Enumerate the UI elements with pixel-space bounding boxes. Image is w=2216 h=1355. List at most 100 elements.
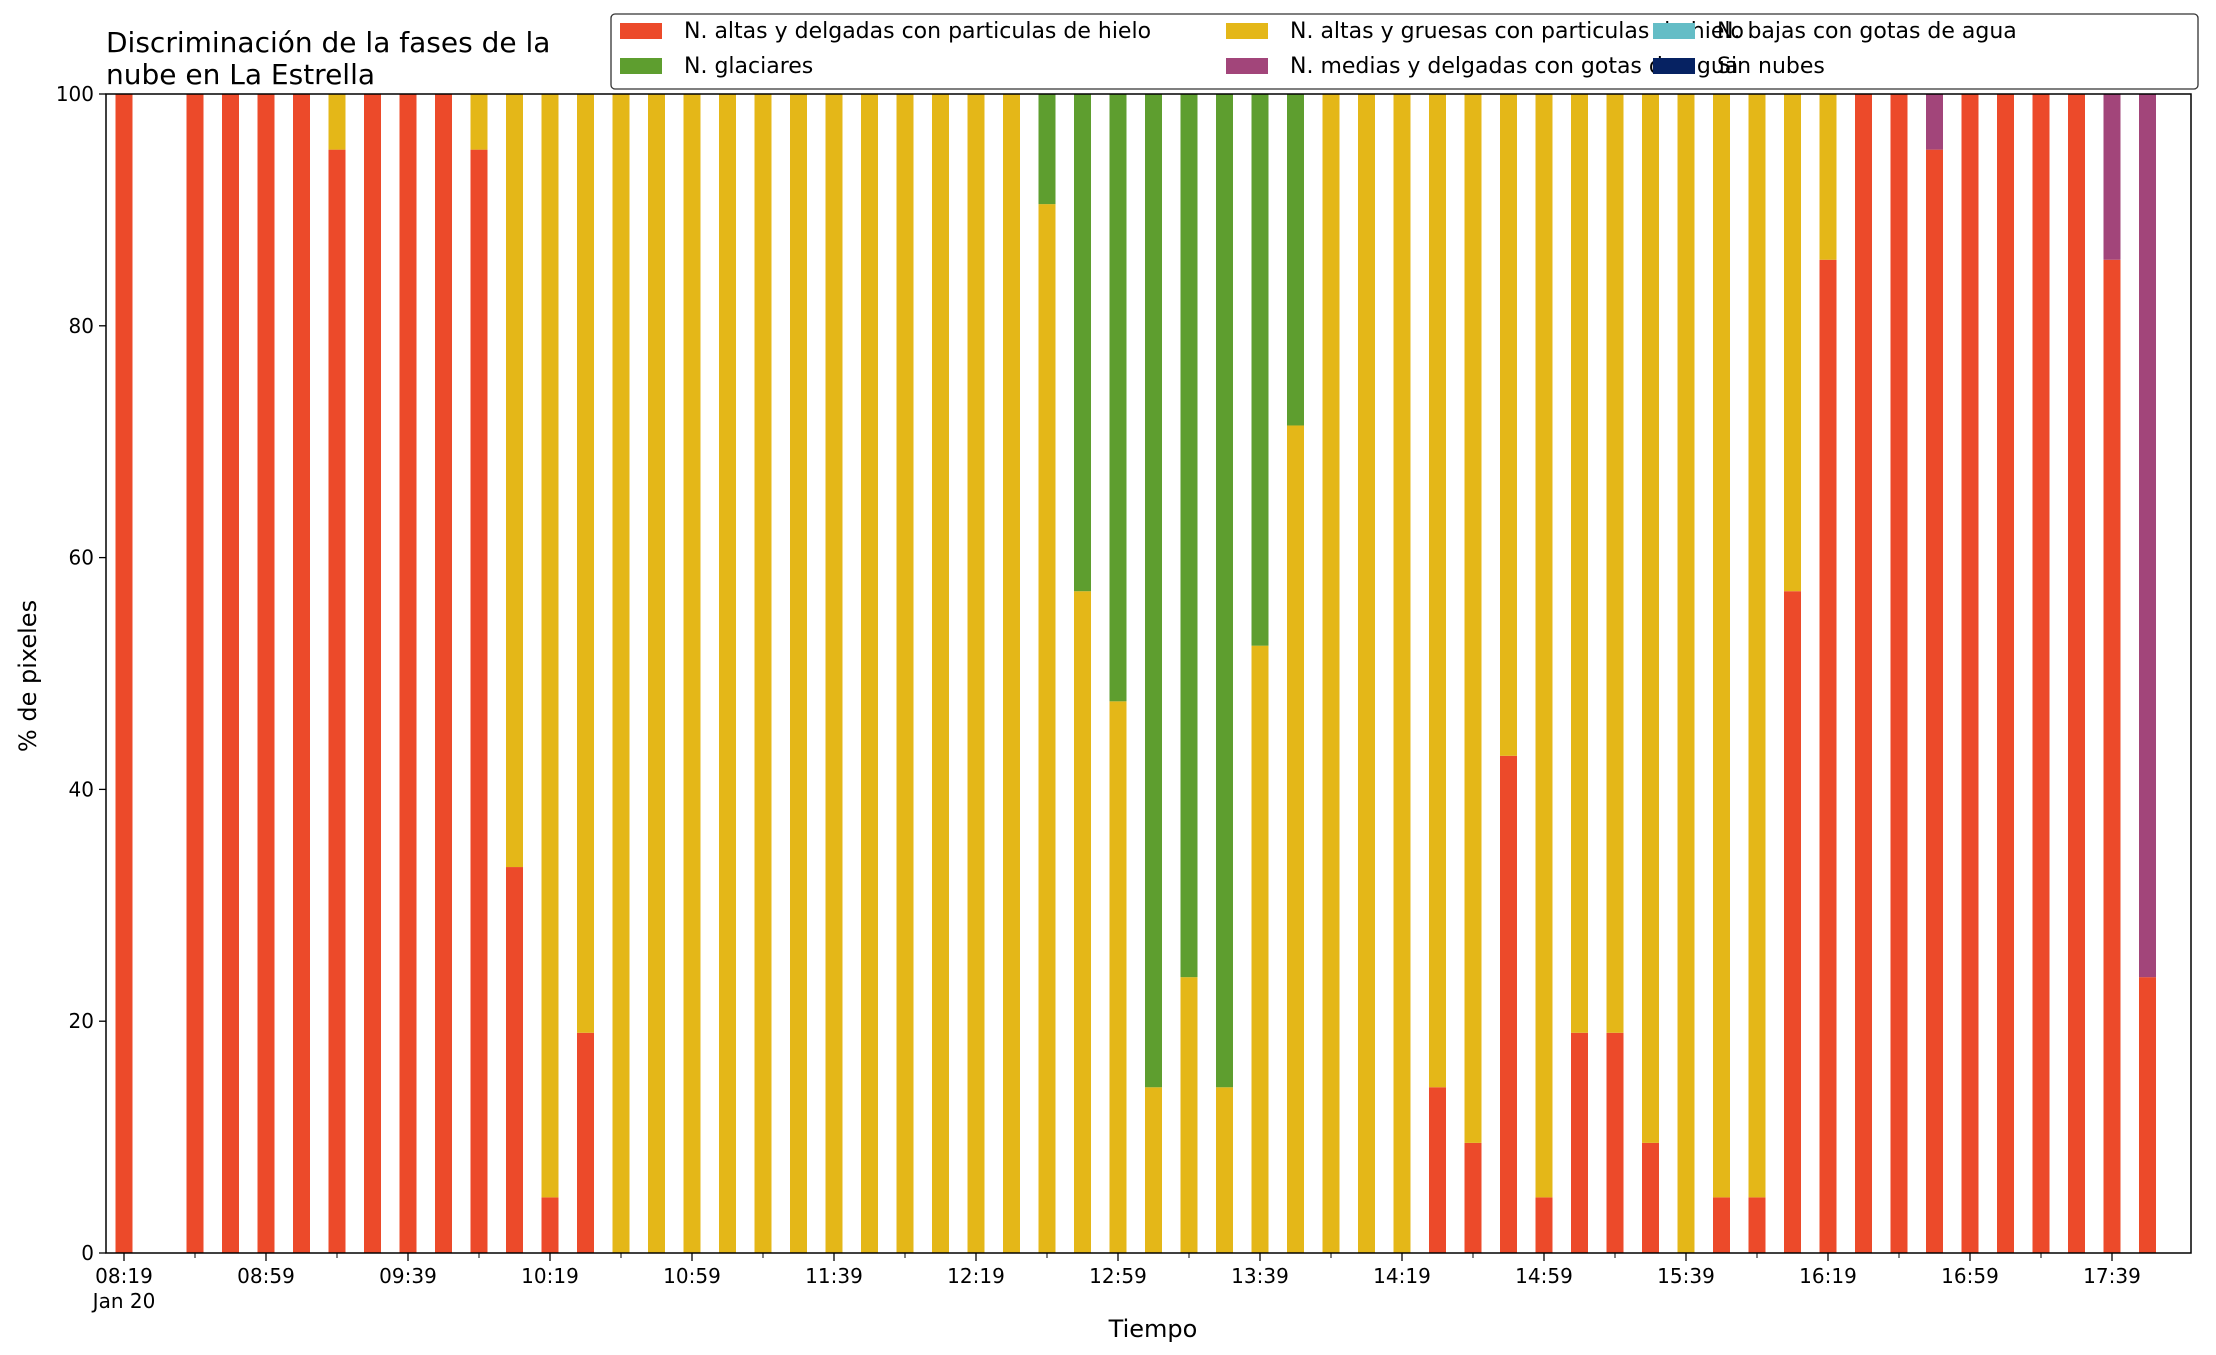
bar-segment-s3-31 bbox=[1216, 94, 1233, 1088]
bar-segment-s1-38 bbox=[1464, 94, 1482, 1143]
bar-segment-s0-13 bbox=[577, 1032, 594, 1253]
x-tick-label-13: 16:59 bbox=[1941, 1264, 1999, 1288]
bar-segment-s3-26 bbox=[1038, 94, 1056, 205]
x-tick-label-0: 08:19 bbox=[95, 1264, 153, 1288]
bar-segment-s1-28 bbox=[1109, 701, 1127, 1253]
bar-segment-s1-35 bbox=[1358, 94, 1375, 1253]
x-tick-label-7: 12:59 bbox=[1089, 1264, 1147, 1288]
x-axis-label: Tiempo bbox=[1108, 1315, 1198, 1343]
x-tick-label-3: 10:19 bbox=[521, 1264, 579, 1288]
legend-swatch-3 bbox=[620, 58, 662, 74]
legend-swatch-2 bbox=[1653, 23, 1695, 39]
x-tick-label-5: 11:39 bbox=[805, 1264, 863, 1288]
bar-segment-s0-41 bbox=[1571, 1032, 1588, 1253]
x-tick-label-10: 14:59 bbox=[1515, 1264, 1573, 1288]
bar-segment-s1-36 bbox=[1393, 94, 1411, 1253]
bar-segment-s1-29 bbox=[1145, 1087, 1162, 1253]
bar-segment-s1-13 bbox=[577, 94, 594, 1033]
bar-segment-s1-39 bbox=[1500, 94, 1517, 756]
bar-segment-s1-24 bbox=[967, 94, 985, 1253]
bar-segment-s1-20 bbox=[825, 94, 843, 1253]
legend-swatch-5 bbox=[1653, 58, 1695, 74]
bar-segment-s1-15 bbox=[648, 94, 665, 1253]
legend-label-2: N. bajas con gotas de agua bbox=[1717, 19, 2017, 44]
x-tick-label-6: 12:19 bbox=[947, 1264, 1005, 1288]
bar-segment-s0-10 bbox=[470, 149, 488, 1253]
bar-segment-s1-18 bbox=[754, 94, 772, 1253]
bar-segment-s4-57 bbox=[2139, 94, 2156, 978]
legend-label-5: Sin nubes bbox=[1717, 54, 1825, 79]
bar-segment-s3-32 bbox=[1251, 94, 1269, 646]
bar-segment-s3-27 bbox=[1074, 94, 1091, 592]
bar-segment-s1-27 bbox=[1074, 591, 1091, 1253]
bar-segment-s1-33 bbox=[1287, 425, 1304, 1254]
chart-title-line-2: nube en La Estrella bbox=[106, 58, 375, 91]
legend-box bbox=[610, 13, 2199, 90]
bar-segment-s1-10 bbox=[470, 94, 488, 150]
bar-segment-s1-22 bbox=[896, 94, 914, 1253]
legend-label-3: N. glaciares bbox=[684, 54, 813, 79]
bar-segment-s1-16 bbox=[683, 94, 701, 1253]
bar-segment-s3-33 bbox=[1287, 94, 1304, 426]
bar-segment-s0-43 bbox=[1642, 1142, 1659, 1253]
bar-segment-s0-42 bbox=[1606, 1032, 1624, 1253]
bar-segment-s1-43 bbox=[1642, 94, 1659, 1143]
bar-segment-s1-23 bbox=[932, 94, 949, 1253]
bar-segment-s0-56 bbox=[2103, 259, 2121, 1253]
bar-segment-s0-57 bbox=[2139, 977, 2156, 1253]
bar-segment-s1-41 bbox=[1571, 94, 1588, 1033]
bar-segment-s0-6 bbox=[328, 149, 346, 1253]
bar-segment-s0-46 bbox=[1748, 1197, 1766, 1253]
x-tick-label-8: 13:39 bbox=[1231, 1264, 1289, 1288]
bar-segment-s3-30 bbox=[1180, 94, 1198, 978]
plot-frame bbox=[105, 93, 2192, 1254]
bars-group bbox=[115, 94, 2156, 1254]
bar-segment-s1-48 bbox=[1819, 94, 1837, 260]
bar-segment-s1-25 bbox=[1003, 94, 1020, 1253]
bar-segment-s0-50 bbox=[1890, 94, 1908, 1253]
bar-segment-s1-34 bbox=[1322, 94, 1340, 1253]
x-tick-label-14: 17:39 bbox=[2083, 1264, 2141, 1288]
x-tick-sublabel: Jan 20 bbox=[91, 1289, 156, 1313]
bar-segment-s0-48 bbox=[1819, 259, 1837, 1253]
bar-segment-s1-32 bbox=[1251, 645, 1269, 1253]
bar-segment-s0-51 bbox=[1926, 149, 1943, 1253]
bar-segment-s0-40 bbox=[1535, 1197, 1553, 1253]
bar-segment-s0-47 bbox=[1784, 591, 1801, 1253]
axes-group: 0 20 40 60 80 100 08:19 08:59 09:39 10:19 10:59 11:… bbox=[56, 82, 2192, 1313]
bar-segment-s0-54 bbox=[2032, 94, 2050, 1253]
bar-segment-s1-37 bbox=[1429, 94, 1446, 1088]
bar-segment-s1-14 bbox=[612, 94, 630, 1253]
bar-segment-s1-31 bbox=[1216, 1087, 1233, 1253]
bar-segment-s3-28 bbox=[1109, 94, 1127, 702]
legend: N. altas y delgadas con particulas de hi… bbox=[610, 13, 2199, 90]
bar-segment-s4-56 bbox=[2103, 94, 2121, 260]
bar-segment-s1-44 bbox=[1677, 94, 1695, 1253]
x-tick-label-11: 15:39 bbox=[1657, 1264, 1715, 1288]
bar-segment-s0-49 bbox=[1855, 94, 1872, 1253]
bar-segment-s1-42 bbox=[1606, 94, 1624, 1033]
y-tick-label-0: 0 bbox=[81, 1241, 94, 1265]
bar-segment-s1-47 bbox=[1784, 94, 1801, 592]
bar-segment-s0-11 bbox=[506, 867, 523, 1253]
bar-segment-s0-8 bbox=[399, 94, 417, 1253]
legend-swatch-4 bbox=[1226, 58, 1268, 74]
bar-segment-s1-6 bbox=[328, 94, 346, 150]
bar-segment-s0-0 bbox=[115, 94, 133, 1253]
bar-segment-s0-3 bbox=[222, 94, 239, 1253]
x-tick-label-2: 09:39 bbox=[379, 1264, 437, 1288]
bar-segment-s4-51 bbox=[1926, 94, 1943, 150]
y-tick-label-1: 20 bbox=[69, 1009, 94, 1033]
bar-segment-s0-37 bbox=[1429, 1087, 1446, 1253]
bar-segment-s0-7 bbox=[364, 94, 381, 1253]
bar-segment-s1-19 bbox=[790, 94, 807, 1253]
bar-segment-s1-30 bbox=[1180, 977, 1198, 1253]
bar-segment-s1-11 bbox=[506, 94, 523, 868]
legend-label-0: N. altas y delgadas con particulas de hi… bbox=[684, 19, 1151, 44]
bar-segment-s0-52 bbox=[1961, 94, 1979, 1253]
bar-segment-s0-4 bbox=[257, 94, 275, 1253]
bar-segment-s0-39 bbox=[1500, 755, 1517, 1253]
x-tick-label-1: 08:59 bbox=[237, 1264, 295, 1288]
y-axis-label: % de pixeles bbox=[14, 600, 42, 752]
y-tick-label-5: 100 bbox=[56, 82, 94, 106]
